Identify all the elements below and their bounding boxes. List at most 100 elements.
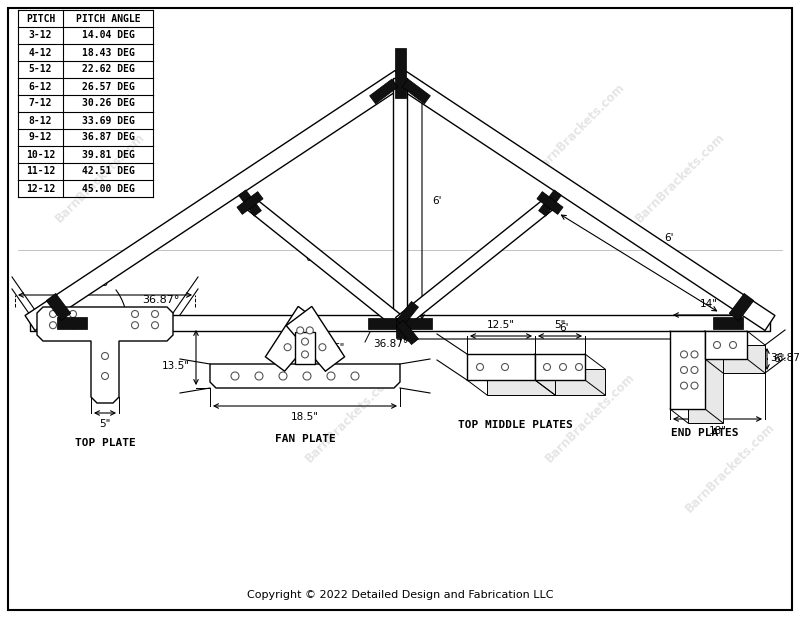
Polygon shape [713, 317, 743, 329]
Circle shape [306, 327, 314, 334]
Text: 3-12: 3-12 [29, 30, 52, 41]
Text: 36.87°: 36.87° [373, 339, 408, 349]
Polygon shape [688, 345, 723, 423]
Circle shape [477, 363, 483, 371]
Text: 36.87 DEG: 36.87 DEG [82, 132, 134, 143]
Polygon shape [295, 332, 315, 364]
Text: 14.04 DEG: 14.04 DEG [82, 30, 134, 41]
Polygon shape [237, 192, 263, 214]
Circle shape [50, 322, 57, 329]
Circle shape [297, 327, 304, 334]
Polygon shape [238, 190, 262, 216]
Text: 5": 5" [554, 320, 566, 330]
Text: BarnBrackets.com: BarnBrackets.com [302, 371, 398, 465]
Text: 33.69 DEG: 33.69 DEG [82, 116, 134, 125]
Text: 5": 5" [99, 419, 110, 429]
Circle shape [691, 382, 698, 389]
Circle shape [303, 372, 311, 380]
Text: TOP MIDDLE PLATES: TOP MIDDLE PLATES [458, 420, 572, 430]
Text: 8-12: 8-12 [29, 116, 52, 125]
Polygon shape [395, 318, 405, 337]
Text: 14": 14" [699, 299, 718, 309]
Circle shape [543, 363, 550, 371]
Circle shape [131, 310, 138, 318]
Text: 18": 18" [709, 426, 726, 436]
Circle shape [302, 351, 309, 358]
Text: 6': 6' [306, 253, 314, 263]
Polygon shape [467, 354, 535, 380]
Circle shape [327, 372, 335, 380]
Circle shape [151, 310, 158, 318]
Circle shape [284, 344, 291, 350]
Text: 6': 6' [664, 233, 674, 243]
Text: PITCH: PITCH [26, 14, 55, 23]
Text: 45.00 DEG: 45.00 DEG [82, 184, 134, 193]
Polygon shape [370, 79, 398, 104]
Polygon shape [57, 317, 87, 329]
Text: TOP PLATE: TOP PLATE [74, 438, 135, 448]
Text: 18.5": 18.5" [291, 412, 319, 422]
Text: 6': 6' [559, 323, 569, 333]
Circle shape [70, 310, 77, 318]
Text: 30.26 DEG: 30.26 DEG [82, 98, 134, 109]
Polygon shape [46, 294, 70, 321]
Text: 22.62 DEG: 22.62 DEG [82, 64, 134, 75]
Circle shape [575, 363, 582, 371]
Text: 5-12: 5-12 [29, 64, 52, 75]
Text: 13.5": 13.5" [162, 361, 190, 371]
Polygon shape [537, 192, 563, 214]
Polygon shape [266, 307, 324, 371]
Polygon shape [670, 331, 705, 409]
Circle shape [231, 372, 239, 380]
Circle shape [502, 363, 509, 371]
Polygon shape [396, 198, 554, 328]
Text: BarnBrackets.com: BarnBrackets.com [53, 130, 147, 226]
Text: PITCH ANGLE: PITCH ANGLE [76, 14, 140, 23]
Polygon shape [487, 369, 555, 395]
Polygon shape [30, 315, 770, 331]
Circle shape [681, 382, 687, 389]
Circle shape [279, 372, 287, 380]
Text: BarnBrackets.com: BarnBrackets.com [633, 130, 727, 226]
Text: 5": 5" [333, 343, 344, 353]
Circle shape [691, 366, 698, 373]
Circle shape [102, 352, 109, 360]
Circle shape [131, 322, 138, 329]
Polygon shape [394, 48, 406, 98]
Polygon shape [538, 190, 562, 216]
Polygon shape [555, 369, 605, 395]
Text: 36.87°: 36.87° [770, 353, 800, 363]
Text: 26.57 DEG: 26.57 DEG [82, 82, 134, 91]
Text: FAN PLATE: FAN PLATE [274, 434, 335, 444]
Polygon shape [402, 79, 430, 104]
Polygon shape [395, 70, 775, 331]
Text: BarnBrackets.com: BarnBrackets.com [682, 421, 778, 515]
Text: 11-12: 11-12 [26, 166, 55, 177]
Polygon shape [368, 318, 432, 329]
Polygon shape [37, 307, 173, 403]
Text: 6-12: 6-12 [29, 82, 52, 91]
Polygon shape [210, 364, 400, 388]
Polygon shape [723, 345, 765, 373]
Polygon shape [397, 320, 418, 345]
Polygon shape [535, 354, 585, 380]
Circle shape [559, 363, 566, 371]
Text: 12-12: 12-12 [26, 184, 55, 193]
Polygon shape [286, 307, 345, 371]
Text: 6': 6' [432, 195, 442, 206]
Polygon shape [246, 198, 404, 328]
Circle shape [50, 310, 57, 318]
Circle shape [102, 373, 109, 379]
Polygon shape [730, 294, 754, 321]
Circle shape [681, 351, 687, 358]
Text: Copyright © 2022 Detailed Design and Fabrication LLC: Copyright © 2022 Detailed Design and Fab… [246, 590, 554, 600]
Circle shape [255, 372, 263, 380]
Circle shape [730, 342, 737, 349]
Polygon shape [705, 331, 747, 359]
Polygon shape [397, 302, 418, 326]
Polygon shape [393, 78, 407, 323]
Circle shape [302, 338, 309, 345]
Polygon shape [25, 70, 405, 331]
Text: 13": 13" [96, 278, 114, 288]
Text: BarnBrackets.com: BarnBrackets.com [533, 81, 627, 176]
